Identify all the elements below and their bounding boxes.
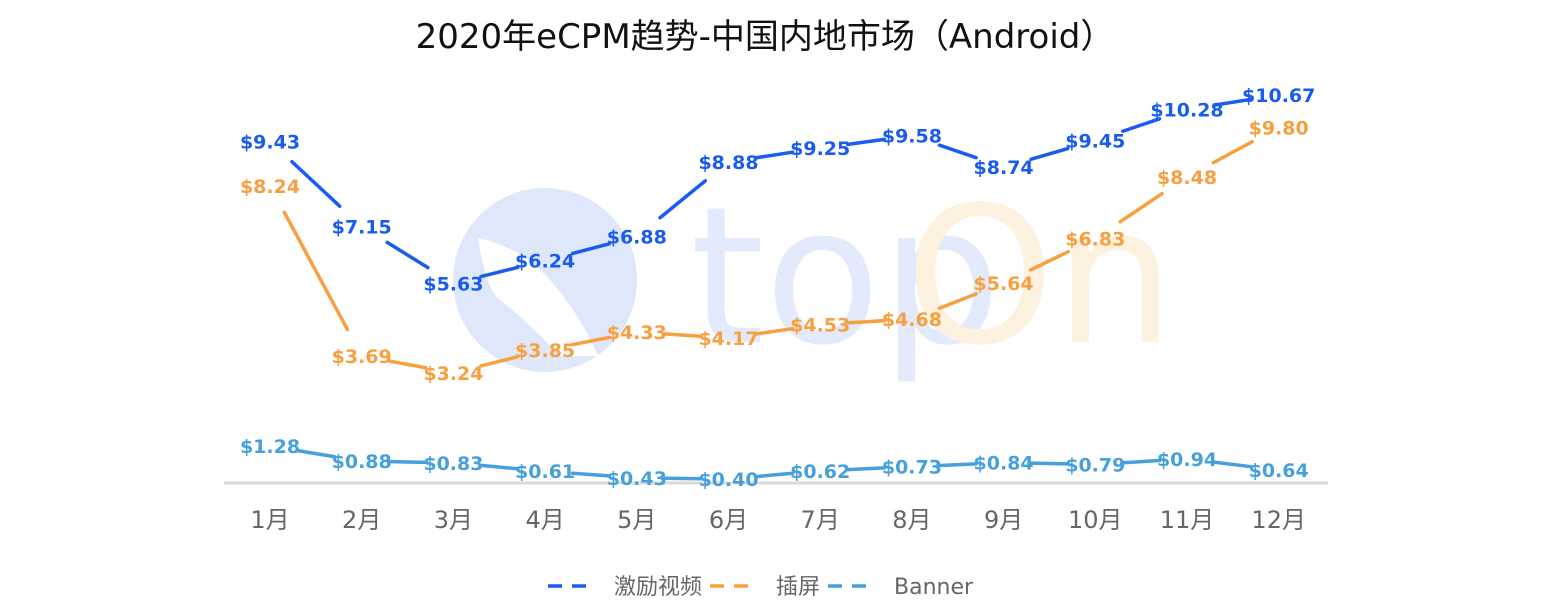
data-label: $9.58	[882, 126, 942, 148]
series-2-segment	[662, 332, 703, 338]
legend-label: Banner	[894, 575, 974, 600]
series-2-segment	[1028, 249, 1071, 272]
x-tick-label: 8月	[892, 506, 931, 534]
data-label: $8.48	[1157, 167, 1217, 189]
series-2-segment	[570, 335, 612, 347]
legend-entry-2[interactable]: 插屏	[710, 575, 820, 600]
watermark-logo-cut	[478, 238, 598, 356]
x-tick-label: 9月	[984, 506, 1023, 534]
data-label: $0.83	[423, 453, 483, 475]
data-label: $0.88	[332, 451, 392, 473]
series-1-segment	[937, 143, 978, 160]
series-1-segment	[1029, 146, 1070, 161]
series-3-segment	[754, 471, 795, 479]
series-3-segment	[845, 466, 887, 472]
series-3-segment	[1212, 460, 1253, 469]
x-tick-label: 5月	[617, 506, 656, 534]
series-2-segment	[1118, 191, 1164, 224]
series-1-segment	[570, 242, 612, 256]
data-label: $0.40	[698, 469, 758, 491]
data-label: $1.28	[240, 436, 300, 458]
series-2-line	[282, 139, 1255, 370]
x-tick-label: 3月	[434, 506, 473, 534]
data-label: $4.53	[790, 315, 850, 337]
data-label: $6.88	[607, 227, 667, 249]
data-label: $4.68	[882, 309, 942, 331]
data-label: $9.25	[790, 138, 850, 160]
series-1-segment	[479, 265, 520, 279]
data-label: $7.15	[332, 217, 392, 239]
series-2-segment	[754, 326, 795, 336]
chart-title: 2020年eCPM趋势-中国内地市场（Android）	[416, 17, 1115, 57]
x-tick-label: 12月	[1251, 506, 1306, 534]
data-label: $0.62	[790, 461, 850, 483]
x-tick-label: 7月	[801, 506, 840, 534]
series-2-segment	[479, 355, 520, 368]
legend-label: 激励视频	[614, 575, 702, 600]
series-3-segment	[570, 471, 612, 478]
legend: 激励视频 插屏 Banner	[548, 575, 974, 600]
series-1-line	[290, 97, 1253, 279]
legend-entry-1[interactable]: 激励视频	[548, 575, 702, 600]
data-label: $3.24	[423, 363, 483, 385]
series-lines	[282, 97, 1255, 481]
x-tick-label: 2月	[342, 506, 381, 534]
series-3-segment	[295, 448, 336, 459]
series-1-segment	[754, 150, 795, 160]
data-label: $3.69	[332, 346, 392, 368]
series-1-segment	[385, 240, 430, 270]
data-labels: $9.43 $7.15 $5.63 $6.24 $6.88 $8.88 $9.25 $9.58…	[240, 85, 1315, 491]
topon-watermark-logo: top On	[453, 166, 1175, 387]
data-label: $9.43	[240, 131, 300, 153]
data-label: $0.79	[1065, 454, 1125, 476]
series-3-segment	[479, 463, 520, 471]
x-tick-label: 4月	[525, 506, 564, 534]
data-label: $6.83	[1065, 229, 1125, 251]
series-1-segment	[1121, 117, 1162, 134]
data-label: $0.73	[882, 457, 942, 479]
series-2-segment	[845, 318, 887, 325]
series-1-segment	[1212, 97, 1253, 107]
data-label: $4.33	[607, 322, 667, 344]
series-2-segment	[282, 210, 350, 332]
series-3-segment	[937, 462, 978, 468]
series-3-segment	[387, 459, 428, 465]
legend-entry-3[interactable]: Banner	[828, 575, 974, 600]
series-2-segment	[387, 359, 428, 370]
data-label: $0.64	[1249, 460, 1309, 482]
data-label: $8.88	[698, 152, 758, 174]
series-2-segment	[1211, 139, 1255, 165]
data-label: $9.80	[1249, 117, 1309, 139]
data-label: $0.61	[515, 461, 575, 483]
data-label: $10.67	[1242, 85, 1315, 107]
data-label: $8.24	[240, 176, 300, 198]
data-label: $5.64	[974, 273, 1034, 295]
x-tick-label: 10月	[1068, 506, 1123, 534]
series-1-segment	[658, 179, 708, 220]
legend-label: 插屏	[776, 575, 820, 600]
data-label: $10.28	[1150, 100, 1223, 122]
data-label: $0.84	[974, 453, 1034, 475]
data-label: $3.85	[515, 340, 575, 362]
series-2-segment	[937, 292, 978, 310]
data-label: $6.24	[515, 251, 575, 273]
x-tick-label: 11月	[1160, 506, 1215, 534]
series-1-segment	[845, 137, 887, 147]
series-1-segment	[290, 159, 342, 208]
data-label: $4.17	[698, 328, 758, 350]
series-3-line	[295, 448, 1253, 481]
data-label: $0.94	[1157, 449, 1217, 471]
data-label: $8.74	[974, 157, 1034, 179]
watermark-text-top: top	[690, 166, 1001, 387]
watermark-text-on: On	[905, 166, 1175, 387]
x-axis-tick-labels: 1月 2月 3月 4月 5月 6月 7月 8月 9月 10月 11月 12月	[250, 506, 1306, 534]
series-3-segment	[1029, 461, 1070, 466]
x-tick-label: 1月	[250, 506, 289, 534]
series-3-segment	[1121, 458, 1162, 465]
data-label: $5.63	[423, 273, 483, 295]
data-label: $0.43	[607, 468, 667, 490]
x-tick-label: 6月	[709, 506, 748, 534]
data-label: $9.45	[1065, 131, 1125, 153]
